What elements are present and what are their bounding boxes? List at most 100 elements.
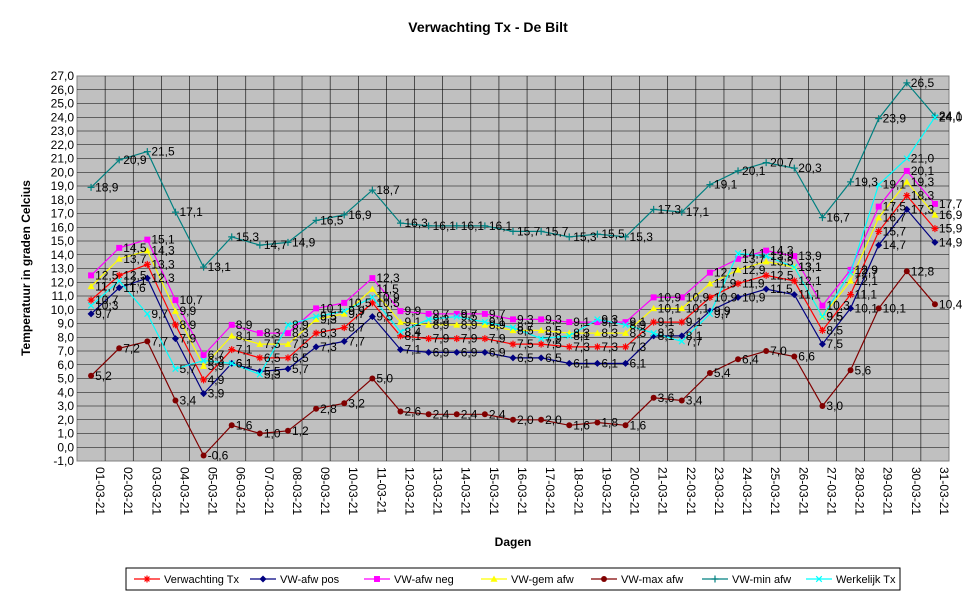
data-point	[228, 321, 235, 328]
data-label: 16,7	[826, 211, 850, 225]
data-label: 9,5	[826, 310, 843, 324]
legend-label: VW-afw neg	[394, 574, 454, 586]
data-label: 26,5	[911, 76, 935, 90]
data-point	[678, 208, 686, 216]
y-tick-label: 7,0	[57, 344, 74, 358]
data-point	[565, 359, 573, 367]
legend-label: VW-max afw	[621, 574, 683, 586]
data-point	[622, 422, 629, 429]
data-point	[537, 326, 545, 334]
data-point	[594, 319, 601, 326]
data-label: 14,9	[292, 235, 316, 249]
data-point	[425, 222, 433, 230]
data-point	[490, 575, 498, 582]
data-point	[368, 285, 376, 292]
y-tick-label: 14,0	[51, 248, 75, 262]
data-label: 5,9	[208, 359, 225, 373]
data-label: 19,1	[883, 178, 907, 192]
data-label: 8,7	[348, 321, 365, 335]
data-point	[537, 340, 545, 348]
data-label: 10,1	[883, 301, 907, 315]
data-point	[143, 260, 151, 268]
x-tick-label: 14-03-21	[459, 467, 473, 515]
data-point	[453, 222, 461, 230]
y-tick-label: 18,0	[51, 193, 75, 207]
data-point	[397, 408, 404, 415]
data-point	[622, 359, 630, 367]
x-tick-label: 13-03-21	[431, 467, 445, 515]
data-point	[481, 348, 489, 356]
data-point	[453, 411, 460, 418]
data-label: 21,0	[911, 152, 935, 166]
data-label: 19,1	[714, 178, 738, 192]
data-point	[601, 576, 607, 582]
data-label: 2,4	[461, 407, 478, 421]
data-label: 6,9	[489, 345, 506, 359]
data-label: 12,1	[123, 274, 147, 288]
x-tick-label: 01-03-21	[93, 467, 107, 515]
data-point	[509, 340, 517, 348]
x-tick-label: 12-03-21	[402, 467, 416, 515]
data-label: 21,5	[151, 145, 175, 159]
data-point	[481, 335, 489, 343]
data-point	[678, 294, 685, 301]
data-label: 9,9	[404, 304, 421, 318]
data-label: 8,3	[658, 326, 675, 340]
data-label: 15,1	[151, 233, 175, 247]
data-label: 8,5	[545, 323, 562, 337]
data-label: 7,3	[320, 340, 337, 354]
data-labels-layer: 10,7 12,5 13,3 8,9 4,9 7,1 6,5 6,5 8,3 8,7 10,5 8,1…	[95, 76, 963, 463]
data-point	[931, 211, 939, 218]
y-tick-label: 24,0	[51, 110, 75, 124]
data-label: 9,1	[404, 315, 421, 329]
legend-box	[125, 567, 901, 591]
data-label: 9,7	[489, 307, 506, 321]
data-point	[847, 277, 855, 284]
data-point	[144, 338, 151, 345]
data-label: 6,4	[742, 352, 759, 366]
data-label: 6,5	[264, 351, 281, 365]
data-point	[538, 316, 545, 323]
data-point	[313, 405, 320, 412]
data-label: 13,5	[770, 255, 794, 269]
data-point	[537, 335, 545, 342]
data-point	[903, 79, 911, 87]
data-point	[143, 274, 151, 282]
data-label: 12,7	[714, 266, 738, 280]
data-point	[200, 452, 207, 459]
data-point	[374, 576, 380, 582]
data-label: 16,9	[939, 208, 963, 222]
data-point	[875, 305, 882, 312]
x-tick-label: 18-03-21	[571, 467, 585, 515]
y-tick-label: 12,0	[51, 275, 75, 289]
data-label: 9,7	[461, 307, 478, 321]
data-label: 5,3	[264, 367, 281, 381]
data-label: 13,7	[123, 252, 147, 266]
data-point	[622, 319, 629, 326]
data-point	[537, 227, 545, 235]
y-tick-label: 3,0	[57, 399, 74, 413]
data-point	[566, 319, 573, 326]
data-label: 7,3	[601, 340, 618, 354]
data-point	[256, 241, 264, 249]
data-point	[931, 301, 938, 308]
data-point	[172, 297, 179, 304]
data-point	[284, 238, 292, 246]
data-point	[368, 313, 376, 321]
data-point	[368, 186, 376, 194]
data-point	[735, 356, 742, 363]
y-tick-label: 11,0	[52, 289, 75, 303]
data-label: 3,6	[658, 391, 675, 405]
data-label: 16,1	[489, 219, 513, 233]
legend-item: VW-afw pos	[250, 574, 340, 586]
y-tick-label: 25,0	[51, 97, 75, 111]
data-point	[143, 148, 151, 156]
data-label: -0,6	[208, 449, 229, 463]
data-label: 12,8	[911, 264, 935, 278]
data-label: 12,5	[770, 268, 794, 282]
x-tick-label: 31-03-21	[937, 467, 951, 515]
x-tick-label: 17-03-21	[543, 467, 557, 515]
data-label: 15,5	[601, 227, 625, 241]
data-point	[931, 225, 939, 233]
data-label: 13,9	[798, 249, 822, 263]
